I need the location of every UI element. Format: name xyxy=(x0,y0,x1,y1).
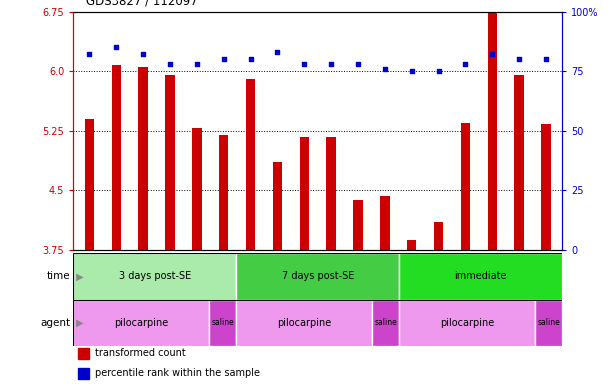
Text: saline: saline xyxy=(374,318,397,327)
Text: ▶: ▶ xyxy=(73,318,83,328)
Text: saline: saline xyxy=(211,318,234,327)
Point xyxy=(407,68,417,74)
Bar xyxy=(139,67,148,250)
Text: immediate: immediate xyxy=(455,271,507,281)
Bar xyxy=(372,300,399,346)
Point xyxy=(514,56,524,62)
Point xyxy=(461,61,470,67)
Bar xyxy=(461,122,470,250)
Text: 7 days post-SE: 7 days post-SE xyxy=(282,271,354,281)
Text: time: time xyxy=(46,271,70,281)
Bar xyxy=(434,222,443,250)
Text: 3 days post-SE: 3 days post-SE xyxy=(119,271,191,281)
Point xyxy=(219,56,229,62)
Text: pilocarpine: pilocarpine xyxy=(277,318,331,328)
Point xyxy=(165,61,175,67)
Bar xyxy=(166,75,175,250)
Bar xyxy=(112,66,121,250)
Bar xyxy=(326,137,336,250)
Bar xyxy=(78,348,89,359)
Point xyxy=(326,61,336,67)
Bar xyxy=(85,119,94,250)
Point xyxy=(541,56,551,62)
Point xyxy=(299,61,309,67)
Text: agent: agent xyxy=(40,318,70,328)
Point xyxy=(353,61,363,67)
Point xyxy=(246,56,255,62)
Bar xyxy=(209,300,236,346)
Text: percentile rank within the sample: percentile rank within the sample xyxy=(95,368,260,378)
Bar xyxy=(273,162,282,250)
Bar xyxy=(246,79,255,250)
Point xyxy=(84,51,94,58)
Point xyxy=(192,61,202,67)
Text: ▶: ▶ xyxy=(73,271,83,281)
Bar xyxy=(299,137,309,250)
Bar xyxy=(514,75,524,250)
Point xyxy=(488,51,497,58)
Point xyxy=(380,66,390,72)
Bar xyxy=(541,124,551,250)
Bar xyxy=(380,197,390,250)
Bar xyxy=(73,300,209,346)
Bar xyxy=(399,300,535,346)
Bar xyxy=(78,368,89,379)
Text: GDS3827 / 112097: GDS3827 / 112097 xyxy=(86,0,197,8)
Bar xyxy=(219,134,229,250)
Bar xyxy=(236,300,372,346)
Bar xyxy=(488,12,497,250)
Bar xyxy=(407,240,417,250)
Bar xyxy=(399,253,562,300)
Point xyxy=(434,68,444,74)
Point xyxy=(111,44,121,50)
Bar xyxy=(192,128,202,250)
Point xyxy=(273,49,282,55)
Bar xyxy=(353,200,363,250)
Point xyxy=(138,51,148,58)
Bar xyxy=(535,300,562,346)
Text: saline: saline xyxy=(537,318,560,327)
Text: pilocarpine: pilocarpine xyxy=(114,318,169,328)
Text: pilocarpine: pilocarpine xyxy=(440,318,494,328)
Bar xyxy=(236,253,399,300)
Bar xyxy=(73,253,236,300)
Text: transformed count: transformed count xyxy=(95,348,186,358)
